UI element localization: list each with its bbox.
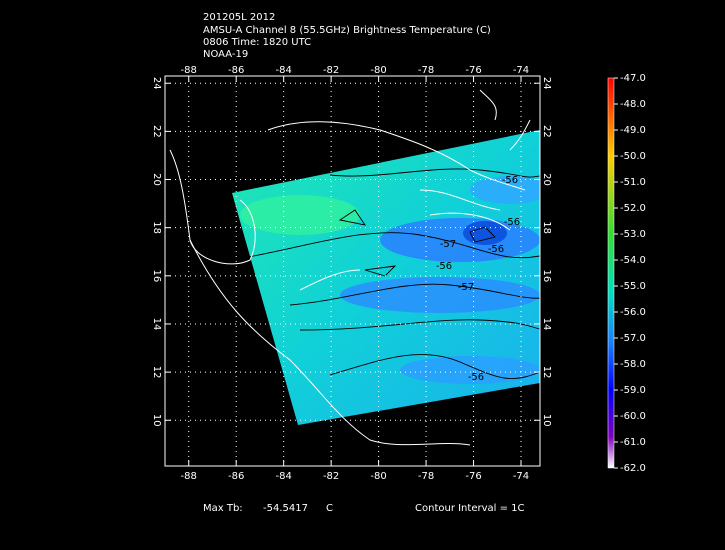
x-tick-label: -88 [181,65,197,76]
colorbar-label: -55.0 [620,281,646,292]
y-tick-label: 12 [541,366,552,379]
contour-label: -56 [436,261,452,272]
x-tick-label: -80 [370,65,386,76]
y-tick-label: 18 [151,221,162,234]
map-frame [164,75,541,467]
y-tick-label: 12 [151,366,162,379]
y-tick-label: 16 [541,269,552,282]
x-tick-label: -74 [513,471,529,482]
x-tick-label: -88 [181,471,197,482]
colorbar-label: -62.0 [620,463,646,474]
x-tick-label: -86 [228,65,244,76]
x-tick-label: -76 [465,65,481,76]
x-tick-label: -82 [323,65,339,76]
contour-label: -56 [504,217,520,228]
y-tick-label: 20 [151,173,162,186]
footer-value: -54.5417 [263,503,308,514]
colorbar-label: -58.0 [620,359,646,370]
colorbar-label: -48.0 [620,99,646,110]
x-tick-label: -74 [513,65,529,76]
y-tick-label: 10 [151,414,162,427]
contour-label: -56 [502,175,518,186]
y-tick-label: 24 [541,77,552,90]
contour-label: -56 [468,372,484,383]
colorbar-label: -53.0 [620,229,646,240]
x-tick-label: -76 [465,471,481,482]
x-tick-label: -78 [418,65,434,76]
y-tick-label: 18 [541,221,552,234]
footer-interval: Contour Interval = 1C [415,503,525,514]
x-tick-label: -78 [418,471,434,482]
colorbar-label: -60.0 [620,411,646,422]
contour-label: -57 [440,239,456,250]
y-tick-label: 16 [151,269,162,282]
y-tick-label: 10 [541,414,552,427]
colorbar-label: -49.0 [620,125,646,136]
colorbar-label: -59.0 [620,385,646,396]
x-tick-label: -84 [275,471,291,482]
colorbar-label: -47.0 [620,73,646,84]
x-tick-label: -80 [370,471,386,482]
y-tick-label: 14 [151,318,162,331]
contour-label: -56 [488,244,504,255]
colorbar [607,77,615,469]
colorbar-label: -56.0 [620,307,646,318]
y-tick-label: 14 [541,318,552,331]
y-tick-label: 20 [541,173,552,186]
colorbar-label: -51.0 [620,177,646,188]
colorbar-label: -57.0 [620,333,646,344]
y-tick-label: 22 [151,125,162,138]
contour-label: -57 [458,282,474,293]
footer-label: Max Tb: [203,503,243,514]
title-line: NOAA-19 [203,49,248,60]
y-tick-label: 24 [151,77,162,90]
colorbar-label: -50.0 [620,151,646,162]
swath [232,130,540,425]
footer-unit: C [326,503,333,514]
x-tick-label: -84 [275,65,291,76]
title-line: AMSU-A Channel 8 (55.5GHz) Brightness Te… [203,25,491,36]
y-tick-label: 22 [541,125,552,138]
title-line: 0806 Time: 1820 UTC [203,37,311,48]
colorbar-label: -52.0 [620,203,646,214]
x-tick-label: -86 [228,471,244,482]
colorbar-label: -61.0 [620,437,646,448]
colorbar-label: -54.0 [620,255,646,266]
title-line: 201205L 2012 [203,12,275,23]
x-tick-label: -82 [323,471,339,482]
